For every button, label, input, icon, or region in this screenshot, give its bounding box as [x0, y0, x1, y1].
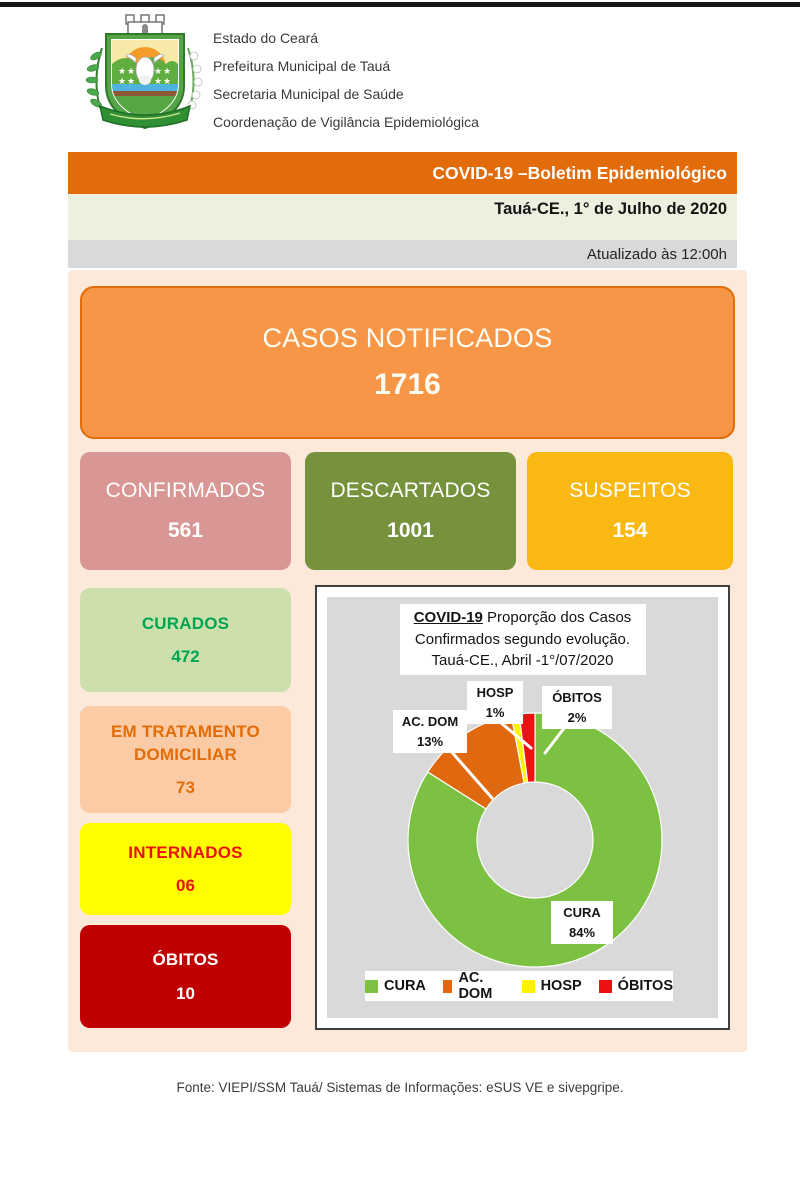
svg-text:★: ★ — [127, 67, 135, 77]
legend-label: ÓBITOS — [617, 978, 673, 994]
svg-text:★: ★ — [154, 67, 162, 77]
chart-label-ac-dom: AC. DOM 13% — [393, 710, 467, 753]
donut-slice-obitos — [518, 712, 536, 784]
header-line-secretaria: Secretaria Municipal de Saúde — [213, 86, 404, 102]
chart-label-cura: CURA 84% — [551, 901, 613, 944]
card-curados: CURADOS 472 — [80, 588, 291, 692]
bulletin-date-banner: Tauá-CE., 1° de Julho de 2020 — [68, 194, 737, 240]
legend-swatch-hosp — [521, 979, 535, 993]
evolution-chart-plot-area: COVID-19 Proporção dos Casos Confirmados… — [327, 597, 718, 1018]
legend-item-cura: CURA — [365, 978, 426, 994]
card-casos-notificados: CASOS NOTIFICADOS 1716 — [80, 286, 735, 439]
card-label: ÓBITOS — [152, 950, 219, 970]
svg-text:★: ★ — [118, 77, 126, 87]
chart-title-text: Proporção dos Casos Confirmados segundo … — [414, 609, 632, 669]
legend-item-ac-dom: AC. DOM — [442, 970, 505, 1002]
legend-swatch-obitos — [598, 979, 612, 993]
card-descartados: DESCARTADOS 1001 — [305, 452, 516, 570]
card-value: 472 — [171, 647, 200, 667]
legend-label: HOSP — [540, 978, 582, 994]
card-value: 73 — [176, 778, 195, 798]
svg-text:★: ★ — [127, 77, 135, 87]
card-label: DESCARTADOS — [330, 479, 491, 502]
card-value: 154 — [612, 519, 648, 542]
chart-label-hosp: HOSP 1% — [467, 681, 523, 724]
card-em-tratamento-domiciliar: EM TRATAMENTO DOMICILIAR 73 — [80, 706, 291, 813]
card-value: 1716 — [374, 368, 441, 401]
chart-title: COVID-19 Proporção dos Casos Confirmados… — [399, 604, 646, 675]
svg-text:★: ★ — [154, 77, 162, 87]
card-internados: INTERNADOS 06 — [80, 823, 291, 915]
header-line-coordenacao: Coordenação de Vigilância Epidemiológica — [213, 114, 479, 130]
card-label: CURADOS — [141, 613, 230, 633]
legend-label: CURA — [384, 978, 426, 994]
institution-header: Estado do Ceará Prefeitura Municipal de … — [213, 24, 479, 136]
chart-label-obitos: ÓBITOS 2% — [542, 686, 612, 729]
card-label: CONFIRMADOS — [105, 479, 266, 502]
svg-text:★: ★ — [163, 67, 171, 77]
card-value: 1001 — [387, 519, 434, 542]
callout-leader-lines — [448, 720, 567, 800]
chart-title-keyword: COVID-19 — [413, 609, 483, 626]
legend-item-hosp: HOSP — [521, 978, 582, 994]
legend-label: AC. DOM — [458, 970, 493, 1002]
top-border-rule — [0, 2, 800, 7]
card-label: SUSPEITOS — [569, 479, 691, 502]
card-obitos: ÓBITOS 10 — [80, 925, 291, 1028]
chart-legend: CURA AC. DOM HOSP ÓBITOS — [365, 970, 673, 1002]
card-value: 06 — [176, 876, 195, 896]
legend-item-obitos: ÓBITOS — [598, 978, 673, 994]
header-line-state: Estado do Ceará — [213, 30, 319, 46]
header-line-prefeitura: Prefeitura Municipal de Tauá — [213, 58, 391, 74]
card-label: CASOS NOTIFICADOS — [262, 323, 553, 353]
source-note: Fonte: VIEPI/SSM Tauá/ Sistemas de Infor… — [176, 1080, 624, 1095]
municipal-coat-of-arms: ★ ★ ★ ★ ★ ★ ★ ★ — [86, 14, 203, 130]
card-confirmados: CONFIRMADOS 561 — [80, 452, 291, 570]
svg-text:★: ★ — [118, 67, 126, 77]
legend-swatch-ac-dom — [442, 979, 453, 993]
svg-text:★: ★ — [163, 77, 171, 87]
card-value: 10 — [176, 983, 195, 1003]
card-suspeitos: SUSPEITOS 154 — [527, 452, 733, 570]
updated-time-banner: Atualizado às 12:00h — [68, 240, 737, 268]
legend-swatch-cura — [365, 979, 378, 993]
evolution-chart-frame: COVID-19 Proporção dos Casos Confirmados… — [315, 585, 730, 1030]
card-value: 561 — [167, 519, 204, 542]
card-label: EM TRATAMENTO DOMICILIAR — [111, 721, 260, 764]
card-label: INTERNADOS — [128, 842, 243, 862]
bulletin-title-banner: COVID-19 –Boletim Epidemiológico — [68, 152, 737, 194]
